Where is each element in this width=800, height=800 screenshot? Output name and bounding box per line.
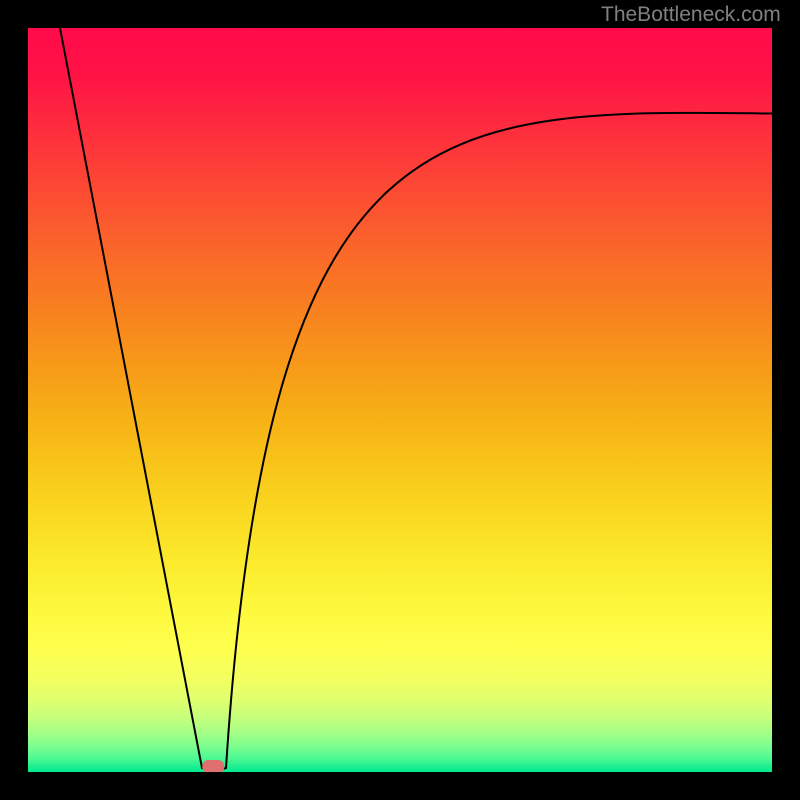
watermark-text: TheBottleneck.com xyxy=(601,3,781,27)
gradient-background xyxy=(28,28,772,772)
chart-svg xyxy=(28,28,772,772)
vertex-marker xyxy=(202,760,224,772)
chart-plot-area xyxy=(28,28,772,772)
